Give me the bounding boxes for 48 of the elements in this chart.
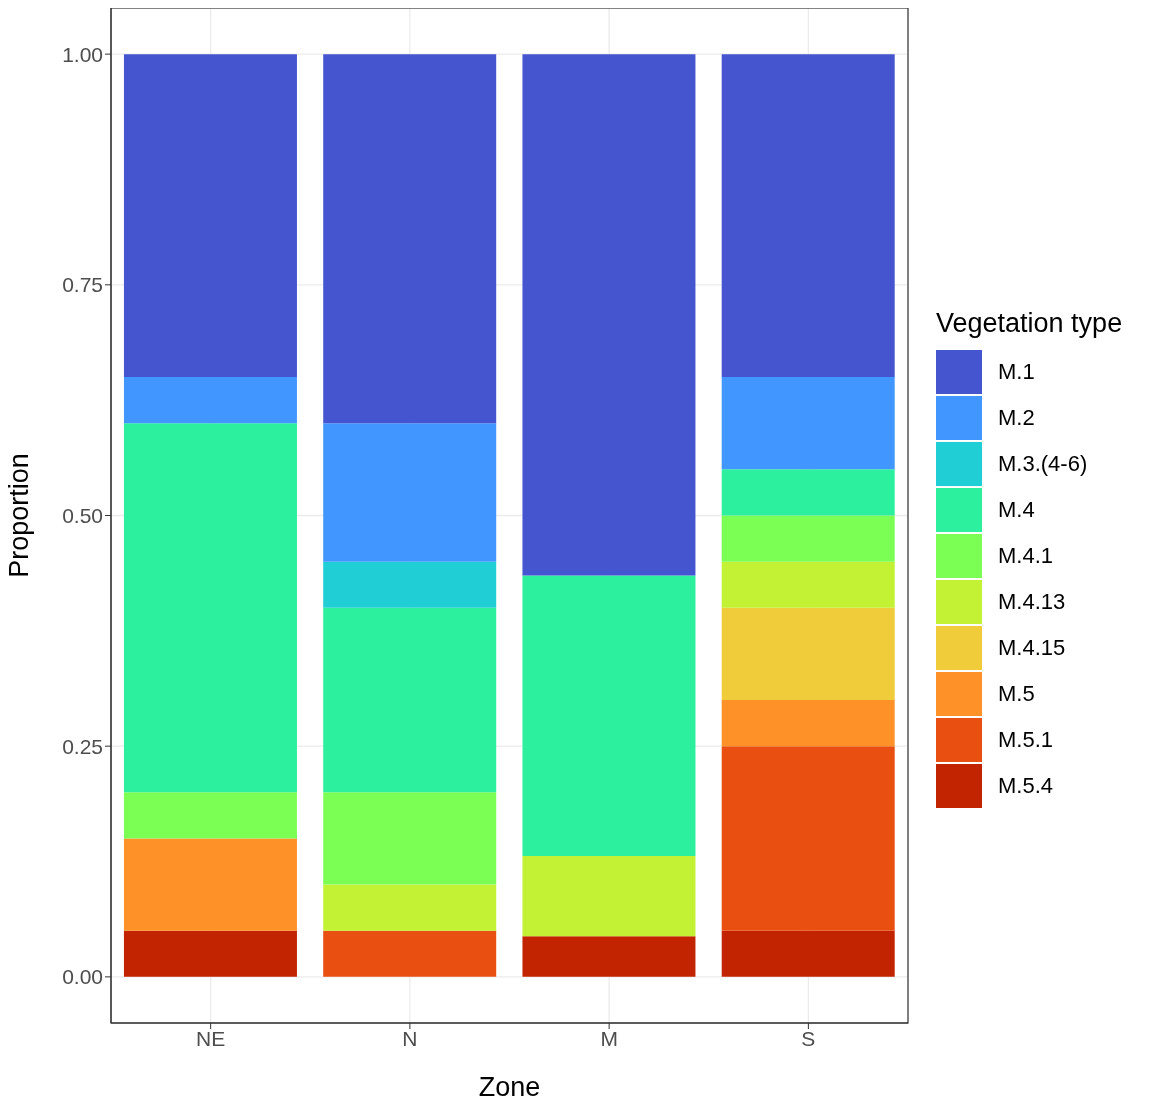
x-tick-label: M bbox=[600, 1026, 618, 1050]
bar bbox=[721, 607, 895, 701]
y-tick-label: 0.75 bbox=[62, 273, 103, 297]
bar bbox=[123, 930, 297, 977]
bar bbox=[721, 746, 895, 931]
bar bbox=[522, 936, 696, 977]
bar bbox=[323, 423, 497, 562]
x-tick-label: S bbox=[801, 1026, 816, 1050]
legend-label: M.5.4 bbox=[998, 772, 1054, 799]
bar bbox=[123, 54, 297, 378]
bar bbox=[323, 930, 497, 977]
x-tick-label: NE bbox=[196, 1026, 226, 1050]
bar bbox=[522, 575, 696, 856]
y-tick-label: 0.00 bbox=[62, 965, 103, 989]
legend-label: M.4.13 bbox=[998, 588, 1066, 615]
bar bbox=[721, 377, 895, 470]
legend-label: M.2 bbox=[998, 404, 1035, 431]
bar bbox=[123, 792, 297, 839]
bar bbox=[123, 423, 297, 793]
bar bbox=[721, 930, 895, 977]
bar bbox=[721, 515, 895, 562]
bar bbox=[123, 838, 297, 931]
y-tick-label: 0.50 bbox=[62, 503, 103, 527]
bar bbox=[522, 54, 696, 576]
legend-label: M.4.1 bbox=[998, 542, 1054, 569]
legend-label: M.5.1 bbox=[998, 726, 1054, 753]
bar bbox=[323, 54, 497, 424]
x-tick-label: N bbox=[402, 1026, 418, 1050]
bar bbox=[323, 561, 497, 608]
y-axis-title: Proportion bbox=[3, 453, 34, 578]
legend-label: M.4.15 bbox=[998, 634, 1066, 661]
bar bbox=[721, 469, 895, 516]
bar bbox=[123, 377, 297, 424]
bar bbox=[522, 855, 696, 937]
bar bbox=[721, 561, 895, 608]
y-tick-label: 0.25 bbox=[62, 734, 103, 758]
bar bbox=[721, 700, 895, 747]
legend-label: M.5 bbox=[998, 680, 1035, 707]
legend-label: M.3.(4-6) bbox=[998, 450, 1088, 477]
bar bbox=[323, 884, 497, 931]
bar bbox=[323, 792, 497, 885]
bar bbox=[721, 54, 895, 378]
bar bbox=[323, 607, 497, 793]
legend-label: M.4 bbox=[998, 496, 1035, 523]
legend-title: Vegetation type bbox=[936, 307, 1123, 339]
y-tick-label: 1.00 bbox=[62, 42, 103, 66]
legend-label: M.1 bbox=[998, 358, 1035, 385]
x-axis-title: Zone bbox=[478, 1072, 541, 1102]
